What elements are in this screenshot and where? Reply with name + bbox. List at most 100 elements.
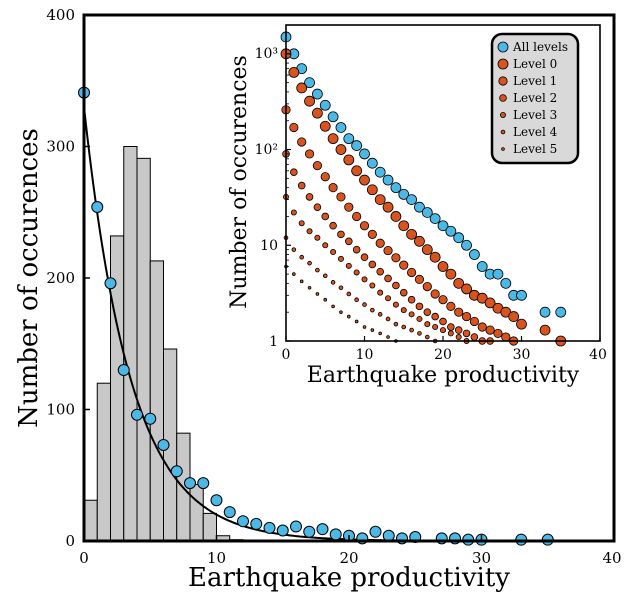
inset-point bbox=[454, 307, 464, 317]
inset-point bbox=[298, 220, 305, 227]
inset-point bbox=[327, 133, 339, 145]
inset-point bbox=[429, 213, 441, 224]
inset-point bbox=[359, 221, 370, 231]
legend-marker bbox=[498, 76, 508, 86]
histogram-bar bbox=[189, 483, 204, 542]
scatter-point bbox=[131, 408, 143, 421]
inset-point bbox=[367, 229, 377, 239]
histogram-bar bbox=[149, 260, 164, 542]
inset-point bbox=[406, 194, 418, 205]
inset-point bbox=[330, 280, 336, 285]
inset-point bbox=[345, 262, 352, 269]
inset-point bbox=[406, 228, 418, 240]
legend-marker bbox=[499, 94, 507, 102]
main-ytick-label-3: 300 bbox=[46, 138, 75, 156]
scatter-point bbox=[170, 465, 183, 478]
inset-point bbox=[343, 133, 355, 145]
inset-point bbox=[304, 95, 315, 107]
scatter-point bbox=[316, 523, 329, 536]
inset-point bbox=[296, 82, 308, 94]
inset-point bbox=[453, 277, 465, 289]
scatter-point bbox=[329, 528, 342, 541]
inset-point bbox=[424, 334, 430, 340]
inset-point bbox=[344, 237, 353, 246]
inset-point bbox=[335, 144, 347, 155]
inset-point bbox=[408, 311, 415, 318]
inset-point bbox=[361, 276, 368, 283]
scatter-point bbox=[290, 520, 302, 533]
inset-point bbox=[370, 307, 375, 313]
inset-point bbox=[501, 332, 511, 342]
inset-point bbox=[377, 289, 384, 296]
inset-point bbox=[555, 306, 567, 318]
inset-point bbox=[336, 192, 346, 202]
inset-point bbox=[414, 274, 425, 285]
main-xtick-label-2: 20 bbox=[339, 549, 358, 567]
inset-point bbox=[399, 260, 409, 270]
inset-point bbox=[369, 282, 376, 289]
legend-markers bbox=[497, 41, 509, 151]
inset-point bbox=[421, 244, 433, 256]
inset-point bbox=[422, 282, 432, 292]
inset-point bbox=[415, 302, 424, 311]
inset-axis-ticks bbox=[285, 24, 601, 342]
inset-point bbox=[447, 323, 455, 331]
inset-point bbox=[539, 324, 551, 336]
inset-point bbox=[493, 328, 503, 339]
inset-point bbox=[319, 120, 331, 132]
inset-point bbox=[354, 297, 359, 303]
inset-point bbox=[409, 327, 414, 333]
legend-marker bbox=[501, 147, 505, 151]
histogram-bar bbox=[96, 382, 111, 542]
inset-point bbox=[447, 330, 454, 337]
inset-point bbox=[290, 168, 298, 176]
legend-label-level-3: Level 3 bbox=[513, 108, 557, 122]
histogram-bar bbox=[202, 512, 217, 542]
inset-point bbox=[353, 269, 360, 276]
inset-point bbox=[386, 335, 390, 339]
inset-point bbox=[329, 221, 337, 230]
scatter-point bbox=[263, 521, 276, 534]
inset-point bbox=[445, 268, 457, 280]
main-x-axis-label: Earthquake productivity bbox=[188, 563, 510, 593]
inset-xtick-label-1: 10 bbox=[356, 347, 374, 363]
scatter-point bbox=[91, 200, 104, 213]
scatter-point bbox=[303, 525, 316, 538]
inset-point bbox=[304, 77, 315, 89]
inset-point bbox=[423, 308, 432, 316]
inset-point bbox=[461, 239, 472, 251]
inset-point bbox=[354, 319, 359, 324]
inset-point bbox=[315, 292, 320, 296]
inset-point bbox=[375, 238, 385, 248]
legend-marker bbox=[499, 112, 506, 119]
main-ytick-label-4: 400 bbox=[46, 6, 75, 24]
scatter-point bbox=[276, 524, 289, 537]
inset-point bbox=[385, 295, 392, 302]
inset-point bbox=[292, 272, 296, 276]
inset-point bbox=[462, 329, 471, 338]
inset-legend: All levels Level 0 Level 1 Level 2 Level… bbox=[490, 32, 580, 165]
inset-point bbox=[315, 267, 320, 273]
inset-point bbox=[337, 230, 345, 239]
inset-point bbox=[430, 289, 440, 299]
scatter-point bbox=[184, 477, 196, 490]
histogram-bar bbox=[123, 146, 138, 542]
inset-point bbox=[299, 254, 305, 260]
inset-point bbox=[327, 111, 339, 123]
inset-point bbox=[445, 225, 457, 237]
inset-point bbox=[307, 260, 312, 266]
legend-marker bbox=[497, 41, 509, 53]
inset-point bbox=[437, 261, 449, 272]
inset-point bbox=[469, 316, 479, 327]
inset-point bbox=[339, 310, 343, 314]
inset-point bbox=[305, 193, 314, 201]
inset-point bbox=[311, 88, 323, 100]
histogram-bar bbox=[83, 499, 98, 542]
inset-point bbox=[351, 165, 363, 177]
inset-point bbox=[484, 297, 496, 309]
inset-point bbox=[346, 314, 351, 319]
inset-point bbox=[314, 234, 321, 241]
inset-point bbox=[362, 325, 367, 329]
scatter-point bbox=[369, 525, 382, 538]
